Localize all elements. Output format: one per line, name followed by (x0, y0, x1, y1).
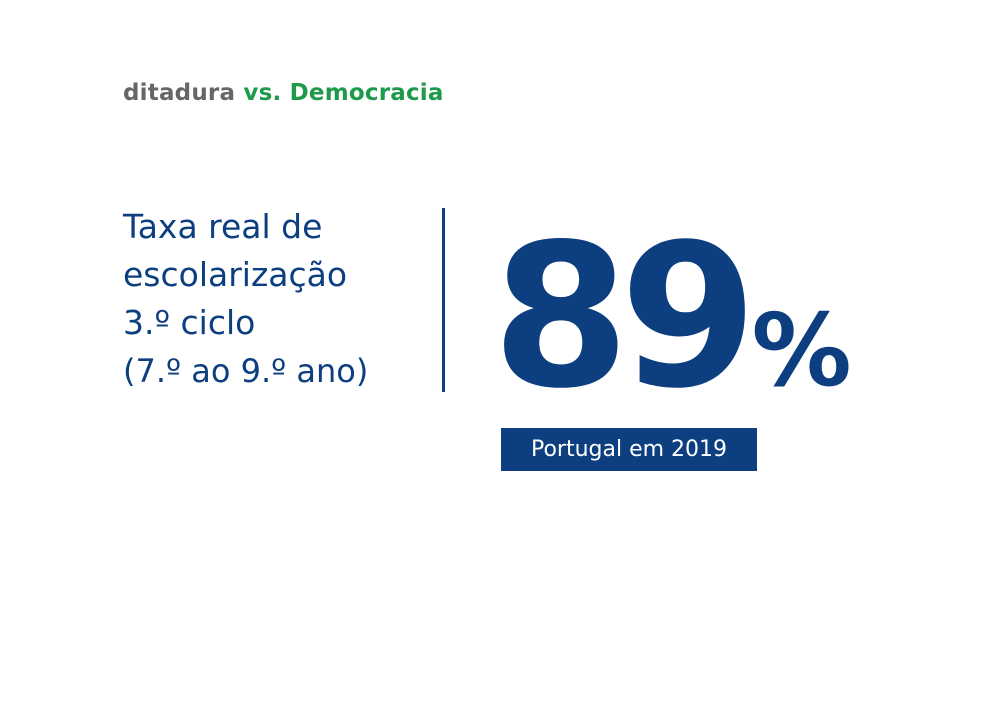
indicator-label-line-2: escolarização (123, 255, 348, 294)
indicator-sub-label: (7.º ao 9.º ano) (123, 352, 369, 390)
stat-value: 89% (492, 218, 852, 418)
header-title: ditadura vs. Democracia (123, 80, 444, 106)
header-dictatorship: ditadura (123, 80, 236, 106)
header-versus-democracy: vs. Democracia (243, 80, 444, 106)
stat-caption-badge: Portugal em 2019 (501, 428, 757, 471)
vertical-divider (442, 208, 445, 392)
indicator-label-line-1: Taxa real de (123, 207, 323, 246)
stat-caption: Portugal em 2019 (530, 437, 728, 462)
stat-number: 89 (492, 201, 758, 432)
stat-unit: % (751, 292, 852, 409)
indicator-label-line-3: 3.º ciclo (123, 303, 256, 342)
indicator-label: Taxa real de escolarização 3.º ciclo (7.… (123, 203, 368, 395)
